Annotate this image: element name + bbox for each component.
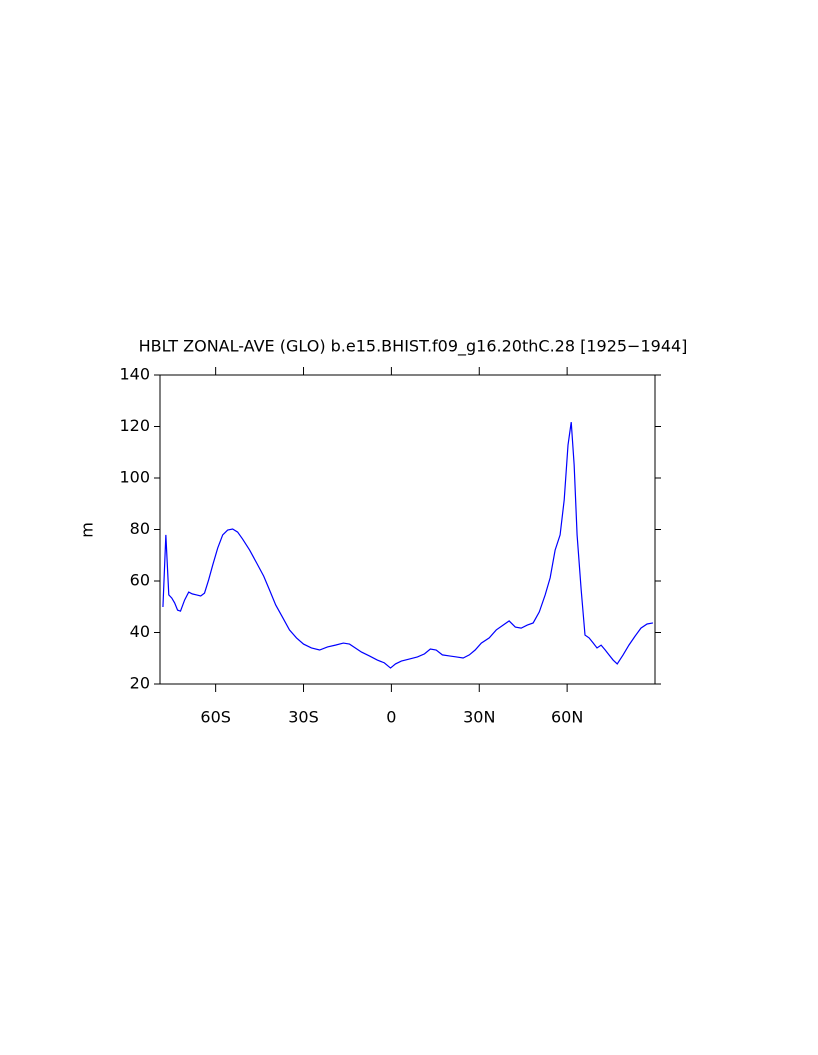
y-tick-label: 120 [119,416,150,435]
chart-title: HBLT ZONAL-AVE (GLO) b.e15.BHIST.f09_g16… [139,337,688,357]
y-tick-label: 40 [130,622,150,641]
y-tick-label: 140 [119,365,150,384]
y-axis-label: m [78,522,97,538]
y-tick-label: 80 [130,519,150,538]
x-tick-label: 60N [551,708,583,727]
x-tick-label: 0 [386,708,396,727]
x-tick-label: 30S [288,708,319,727]
y-tick-label: 60 [130,571,150,590]
data-line [162,422,654,669]
x-tick-label: 30N [463,708,495,727]
y-tick-label: 20 [130,674,150,693]
x-tick-label: 60S [200,708,231,727]
y-tick-label: 100 [119,468,150,487]
